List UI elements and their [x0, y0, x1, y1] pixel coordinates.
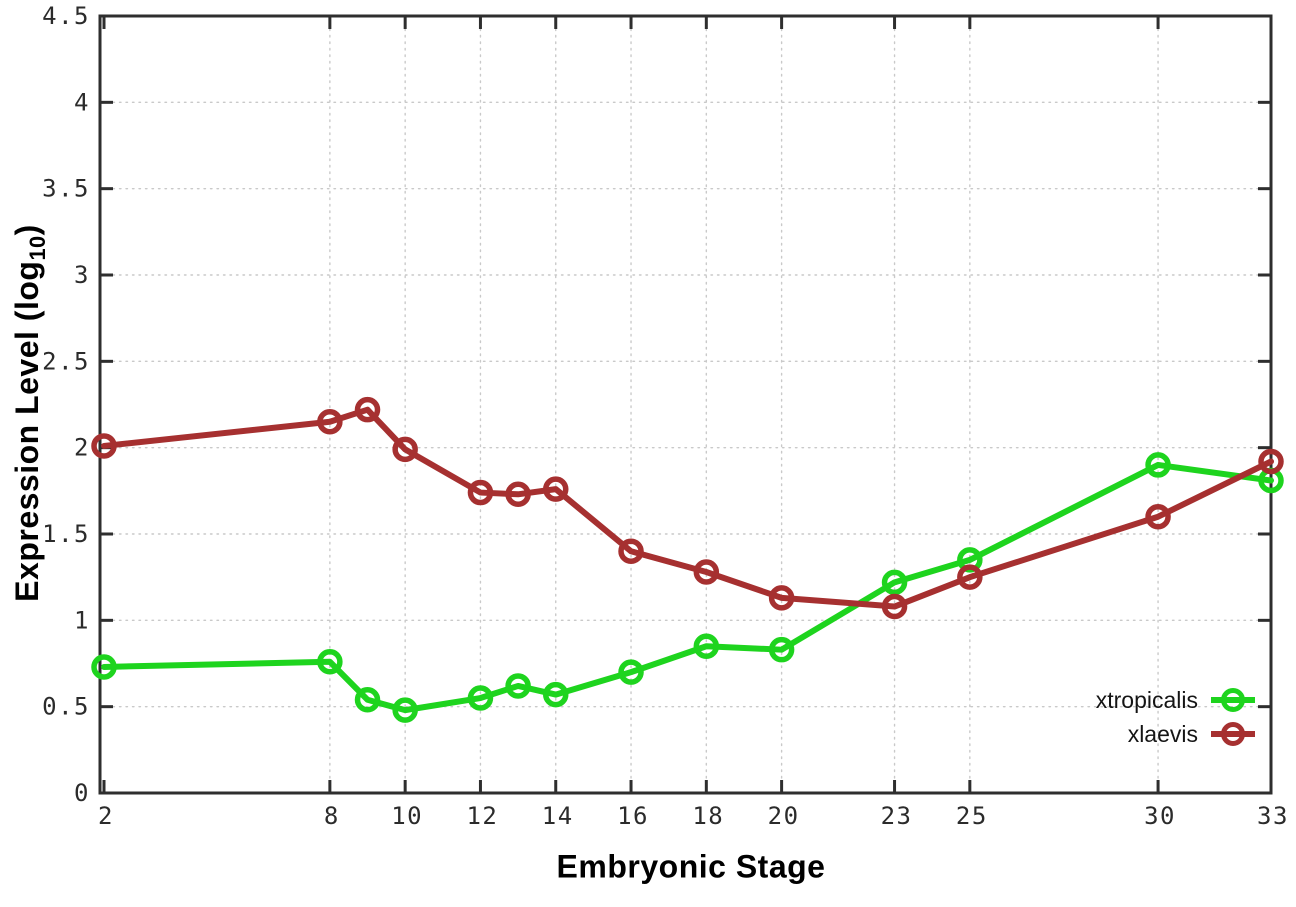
- data-point-xtropicalis-stage-9: [354, 687, 381, 713]
- x-tick-label: 18: [692, 802, 724, 830]
- legend-item-xtropicalis: xtropicalis: [1096, 683, 1256, 717]
- y-tick-label: 3.5: [42, 175, 90, 203]
- y-tick-label: 0.5: [42, 693, 90, 721]
- data-point-xtropicalis-stage-14: [542, 681, 569, 708]
- plot-border: [98, 14, 1273, 795]
- y-tick-label: 2.5: [42, 347, 90, 375]
- y-tick-label: 2: [74, 434, 90, 462]
- data-point-xlaevis-stage-30: [1145, 503, 1171, 530]
- data-point-xlaevis-stage-13: [505, 481, 531, 508]
- legend-label-xtropicalis: xtropicalis: [1095, 686, 1198, 713]
- data-point-xlaevis-stage-9: [354, 396, 381, 423]
- legend: xtropicalis xlaevis: [1096, 683, 1256, 751]
- x-axis-title: Embryonic Stage: [556, 848, 826, 885]
- x-tick-label: 20: [768, 802, 800, 830]
- data-point-xlaevis-stage-33: [1258, 448, 1284, 475]
- x-tick-label: 33: [1257, 802, 1289, 830]
- y-tick-label: 4.5: [42, 2, 90, 30]
- data-point-xlaevis-stage-14: [542, 476, 569, 502]
- x-tick-label: 10: [391, 802, 423, 830]
- data-point-xlaevis-stage-8: [317, 409, 343, 435]
- data-point-xtropicalis-stage-10: [392, 697, 418, 723]
- x-tick-label: 16: [617, 802, 649, 830]
- y-axis-title-suffix: ): [8, 224, 45, 236]
- y-tick-label: 1: [74, 606, 90, 634]
- data-point-xtropicalis-stage-23: [881, 569, 908, 596]
- data-point-xtropicalis-stage-16: [618, 659, 644, 685]
- x-tick-label: 12: [466, 802, 498, 830]
- x-tick-label: 25: [956, 802, 988, 830]
- legend-label-xlaevis: xlaevis: [1127, 720, 1198, 747]
- data-point-xtropicalis-stage-8: [317, 649, 343, 675]
- data-point-xtropicalis-stage-13: [505, 673, 531, 699]
- y-tick-label: 0: [74, 779, 90, 807]
- legend-open-circle-icon: [1211, 688, 1255, 712]
- data-point-xlaevis-stage-20: [768, 585, 795, 611]
- x-tick-label: 14: [542, 802, 574, 830]
- x-tick-label: 2: [98, 802, 114, 830]
- y-axis-title: Expression Level (log10): [9, 224, 51, 602]
- y-tick-label: 3: [74, 261, 90, 289]
- data-point-xlaevis-stage-10: [392, 436, 418, 463]
- data-point-xlaevis-stage-25: [957, 564, 983, 590]
- y-axis-title-subscript: 10: [25, 235, 51, 261]
- x-tick-label: 23: [881, 802, 913, 830]
- data-point-xtropicalis-stage-20: [768, 636, 795, 663]
- data-point-xtropicalis-stage-30: [1145, 452, 1171, 478]
- legend-item-xlaevis: xlaevis: [1096, 717, 1256, 751]
- series-line-xlaevis: [101, 406, 1274, 610]
- x-tick-label: 30: [1144, 802, 1176, 830]
- data-point-xtropicalis-stage-2: [91, 654, 117, 680]
- y-tick-label: 4: [74, 88, 90, 116]
- legend-open-circle-icon: [1211, 722, 1255, 746]
- y-tick-label: 1.5: [42, 520, 90, 548]
- data-point-xtropicalis-stage-18: [693, 633, 720, 659]
- y-axis-title-text: Expression Level (log: [8, 260, 45, 602]
- data-point-xlaevis-stage-16: [618, 538, 644, 565]
- x-tick-label: 8: [324, 802, 340, 830]
- data-point-xtropicalis-stage-12: [467, 685, 494, 711]
- data-point-xlaevis-stage-12: [467, 479, 494, 506]
- series-line-xtropicalis: [101, 461, 1274, 714]
- data-point-xlaevis-stage-2: [91, 433, 117, 459]
- data-point-xlaevis-stage-18: [693, 559, 720, 585]
- data-point-xlaevis-stage-23: [881, 593, 908, 620]
